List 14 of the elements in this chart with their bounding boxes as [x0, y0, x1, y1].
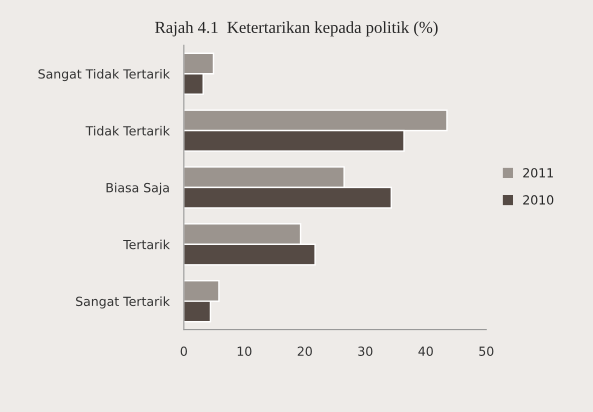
legend-label: 2010 [523, 195, 554, 205]
legend-label: 2011 [523, 168, 553, 178]
x-tick-label: 40 [418, 346, 433, 356]
x-tick-label: 30 [358, 346, 372, 356]
y-tick-label: Biasa Saja [106, 182, 169, 195]
y-tick-label: Sangat Tertarik [76, 296, 170, 309]
y-tick-label: Tidak Tertarik [86, 126, 170, 136]
y-tick-label: Tertarik [123, 240, 170, 250]
chart-title: Rajah 4.1 Ketertarikan kepada politik (%) [155, 21, 438, 36]
x-tick-label: 50 [479, 346, 494, 356]
x-tick-label: 0 [180, 346, 187, 356]
x-tick-label: 20 [298, 346, 312, 356]
y-tick-label: Sangat Tidak Tertarik [38, 69, 170, 82]
x-tick-label: 10 [238, 346, 252, 356]
